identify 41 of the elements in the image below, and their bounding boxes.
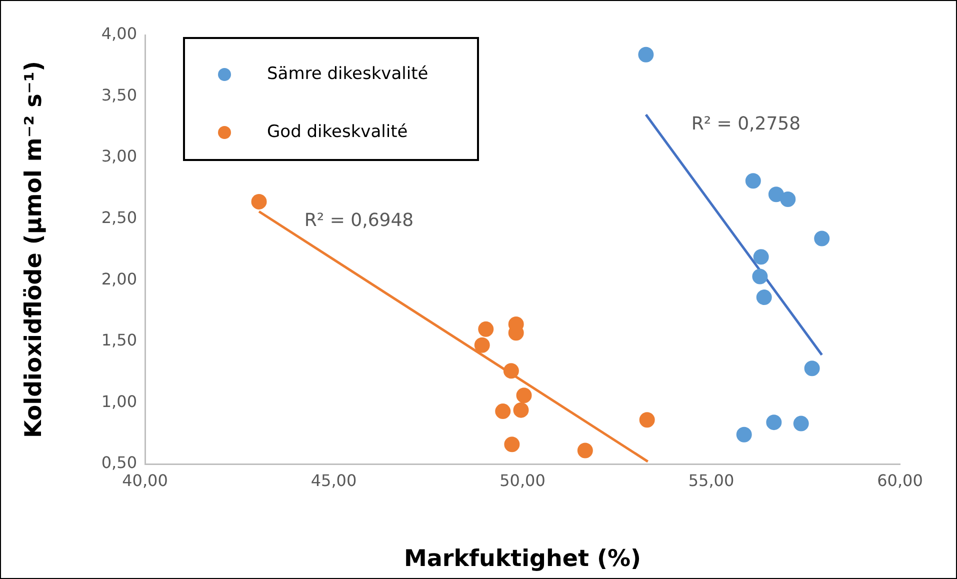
point xyxy=(577,442,593,458)
y-tick-label: 3,00 xyxy=(101,146,137,166)
point xyxy=(495,404,511,420)
annotation: R² = 0,6948 xyxy=(304,210,414,232)
y-tick-label: 0,50 xyxy=(101,453,137,472)
point xyxy=(793,416,809,432)
point xyxy=(516,388,532,404)
point xyxy=(513,402,529,418)
legend-label: Sämre dikeskvalité xyxy=(267,64,428,84)
y-tick-label: 3,50 xyxy=(101,85,137,104)
point xyxy=(639,412,655,428)
x-tick-label: 40,00 xyxy=(122,470,168,490)
point xyxy=(504,436,520,452)
point xyxy=(638,46,654,62)
point xyxy=(478,321,494,337)
x-axis-title: Markfuktighet (%) xyxy=(404,546,642,572)
point xyxy=(752,268,768,284)
y-tick-label: 1,50 xyxy=(101,330,137,350)
x-tick-label: 60,00 xyxy=(877,470,923,490)
point xyxy=(756,290,772,306)
point xyxy=(766,414,782,430)
point xyxy=(474,337,490,353)
y-axis-title: Koldioxidflöde (µmol m⁻² s⁻¹) xyxy=(20,60,47,438)
point xyxy=(768,186,784,202)
x-tick-label: 50,00 xyxy=(500,470,546,490)
annotation: R² = 0,2758 xyxy=(691,113,801,134)
point xyxy=(780,191,796,207)
x-tick-label: 55,00 xyxy=(688,470,734,490)
point xyxy=(503,363,519,379)
point xyxy=(804,360,820,376)
y-tick-label: 1,00 xyxy=(101,392,137,411)
legend-label: God dikeskvalité xyxy=(267,122,408,142)
point xyxy=(251,194,267,210)
point xyxy=(736,426,752,442)
point xyxy=(745,173,761,189)
y-tick-label: 4,00 xyxy=(101,24,137,44)
point xyxy=(753,249,769,265)
point xyxy=(814,230,830,246)
y-tick-label: 2,00 xyxy=(101,269,137,288)
y-tick-label: 2,50 xyxy=(101,208,137,228)
x-tick-label: 45,00 xyxy=(310,470,357,490)
